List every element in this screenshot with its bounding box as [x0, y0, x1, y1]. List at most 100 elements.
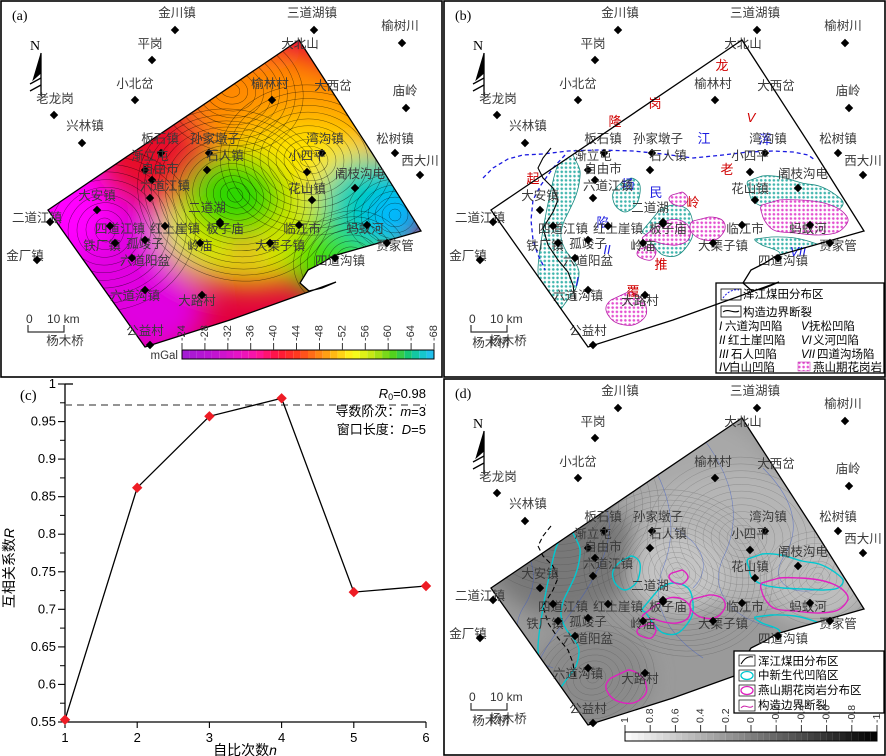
svg-text:岭: 岭 [686, 195, 699, 210]
svg-text:N: N [30, 39, 40, 54]
svg-text:四道沟镇: 四道沟镇 [758, 632, 808, 646]
svg-text:六道江镇: 六道江镇 [583, 557, 633, 571]
svg-text:石人镇: 石人镇 [649, 149, 687, 163]
svg-text:0.2: 0.2 [720, 708, 732, 723]
svg-text:松树镇: 松树镇 [819, 131, 857, 146]
svg-text:自由市: 自由市 [141, 161, 179, 176]
svg-text:公益村: 公益村 [126, 324, 164, 338]
svg-text:0: 0 [745, 717, 757, 723]
svg-text:0.85: 0.85 [31, 489, 56, 504]
svg-text:红土崖镇: 红土崖镇 [593, 221, 643, 236]
svg-text:大西岔: 大西岔 [314, 79, 352, 93]
svg-text:红土崖镇: 红土崖镇 [150, 221, 200, 236]
svg-text:0.8: 0.8 [644, 708, 656, 723]
svg-text:杨木桥: 杨木桥 [489, 711, 527, 726]
svg-text:1: 1 [49, 378, 56, 391]
svg-text:-56: -56 [359, 325, 371, 341]
svg-text:二道湖: 二道湖 [631, 200, 669, 215]
svg-text:10 km: 10 km [47, 312, 80, 326]
svg-text:榆林村: 榆林村 [251, 76, 289, 91]
svg-text:二道江镇: 二道江镇 [455, 211, 505, 225]
svg-text:四道江镇: 四道江镇 [538, 222, 588, 236]
svg-text:大路村: 大路村 [621, 671, 659, 686]
svg-text:5: 5 [350, 730, 357, 745]
svg-text:(b): (b) [455, 9, 472, 24]
svg-text:自由市: 自由市 [584, 539, 622, 554]
svg-text:六道阳盆: 六道阳盆 [120, 254, 171, 268]
svg-text:四道沟镇: 四道沟镇 [758, 254, 808, 268]
svg-text:构造边界断裂: 构造边界断裂 [758, 698, 827, 712]
svg-text:临江市: 临江市 [726, 599, 764, 614]
svg-text:公益村: 公益村 [569, 324, 607, 338]
svg-text:导数阶次：m=3: 导数阶次：m=3 [335, 404, 426, 419]
svg-text:花山镇: 花山镇 [731, 559, 769, 574]
svg-text:燕山期花岗岩: 燕山期花岗岩 [813, 360, 882, 374]
svg-text:阇枝沟电: 阇枝沟电 [778, 544, 829, 559]
svg-text:-0.6: -0.6 [821, 705, 833, 723]
svg-text:大安镇: 大安镇 [78, 188, 116, 203]
svg-text:0.9: 0.9 [38, 451, 56, 466]
svg-text:渐立屯: 渐立屯 [574, 526, 612, 541]
svg-text:公益村: 公益村 [569, 702, 607, 716]
svg-text:榆林村: 榆林村 [694, 76, 732, 91]
svg-text:0.7: 0.7 [38, 601, 56, 616]
svg-text:小四平: 小四平 [731, 527, 769, 541]
svg-text:-0.8: -0.8 [846, 705, 858, 723]
svg-text:VII: VII [801, 349, 816, 361]
svg-text:1: 1 [619, 717, 631, 723]
svg-text:六道沟凹陷: 六道沟凹陷 [725, 319, 783, 333]
svg-text:六道阳盆: 六道阳盆 [563, 254, 614, 268]
svg-text:临江市: 临江市 [283, 221, 321, 236]
svg-text:阇枝沟电: 阇枝沟电 [778, 166, 829, 181]
svg-text:石人凹陷: 石人凹陷 [731, 347, 777, 361]
svg-text:互相关系数R: 互相关系数R [1, 528, 17, 608]
svg-text:-24: -24 [176, 325, 188, 341]
svg-text:(d): (d) [455, 387, 472, 402]
svg-text:大栗子镇: 大栗子镇 [698, 617, 748, 631]
svg-text:临江市: 临江市 [726, 221, 764, 236]
svg-text:二道江镇: 二道江镇 [12, 211, 62, 225]
svg-text:湾沟镇: 湾沟镇 [749, 131, 787, 146]
svg-text:10 km: 10 km [490, 312, 523, 326]
svg-text:-60: -60 [382, 325, 394, 341]
svg-text:平岗: 平岗 [580, 415, 605, 429]
svg-text:庙岭: 庙岭 [835, 462, 860, 476]
svg-text:-32: -32 [222, 325, 234, 341]
svg-text:湾沟镇: 湾沟镇 [306, 131, 344, 146]
svg-text:大北山: 大北山 [724, 415, 762, 429]
svg-text:老: 老 [720, 162, 733, 177]
svg-text:松树镇: 松树镇 [819, 509, 857, 524]
svg-text:四道江镇: 四道江镇 [95, 222, 145, 236]
svg-text:孙家墩子: 孙家墩子 [633, 509, 683, 524]
svg-text:板子庙: 板子庙 [649, 222, 687, 236]
svg-text:0.6: 0.6 [38, 676, 56, 691]
svg-text:贾家管: 贾家管 [819, 238, 857, 253]
svg-text:板石镇: 板石镇 [584, 510, 622, 524]
svg-text:0.4: 0.4 [695, 708, 707, 723]
svg-text:-68: -68 [428, 325, 440, 341]
svg-text:老龙岗: 老龙岗 [479, 92, 517, 106]
svg-text:二道湖: 二道湖 [631, 578, 669, 593]
svg-text:小北岔: 小北岔 [116, 77, 154, 91]
svg-text:0.6: 0.6 [669, 708, 681, 723]
svg-text:六道江镇: 六道江镇 [583, 179, 633, 193]
svg-text:中新生代凹陷区: 中新生代凹陷区 [758, 668, 839, 682]
svg-text:六道沟镇: 六道沟镇 [553, 289, 603, 303]
svg-text:老龙岗: 老龙岗 [479, 470, 517, 484]
svg-text:榆树川: 榆树川 [824, 396, 862, 411]
svg-text:四道沟镇: 四道沟镇 [315, 254, 365, 268]
svg-text:平岗: 平岗 [137, 37, 162, 51]
svg-text:江: 江 [697, 131, 710, 146]
svg-text:板石镇: 板石镇 [141, 132, 179, 146]
svg-text:西大川: 西大川 [844, 154, 882, 168]
svg-text:六道阳盆: 六道阳盆 [563, 632, 614, 646]
svg-text:I: I [575, 274, 579, 289]
svg-text:龙: 龙 [715, 58, 728, 73]
svg-text:庙岭: 庙岭 [835, 84, 860, 98]
svg-text:湾沟镇: 湾沟镇 [749, 509, 787, 524]
svg-text:窗口长度：D=5: 窗口长度：D=5 [337, 422, 426, 437]
svg-text:花山镇: 花山镇 [731, 181, 769, 196]
svg-text:大北山: 大北山 [281, 37, 319, 51]
svg-text:孙家墩子: 孙家墩子 [633, 131, 683, 146]
svg-text:燕山期花岗岩分布区: 燕山期花岗岩分布区 [758, 683, 862, 697]
